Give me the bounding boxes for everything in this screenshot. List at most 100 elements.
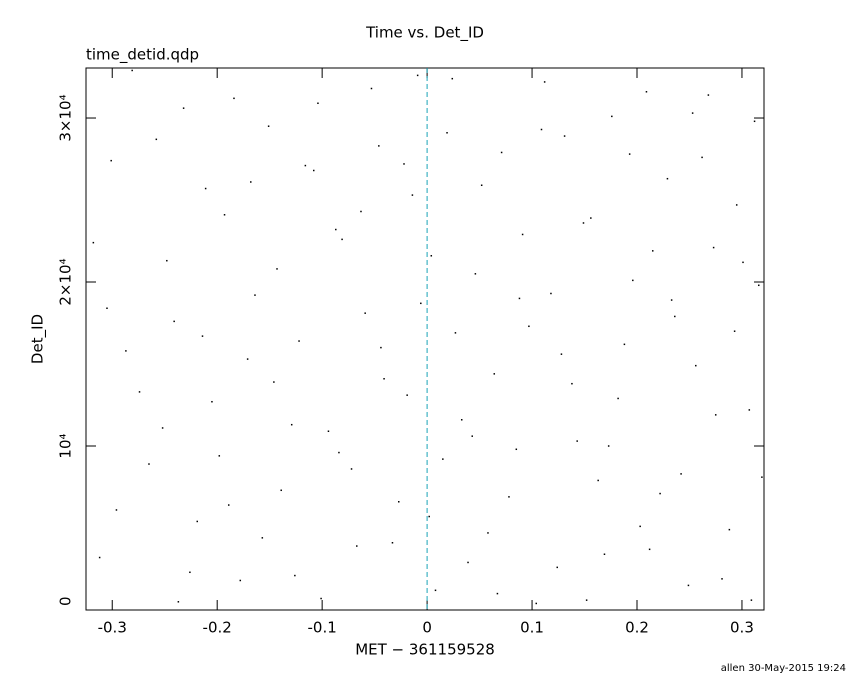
point	[350, 468, 353, 470]
point	[131, 69, 133, 72]
point	[430, 255, 433, 257]
point	[411, 194, 414, 196]
point	[733, 330, 736, 332]
point	[576, 440, 578, 442]
point	[267, 125, 270, 127]
point	[712, 246, 715, 249]
point	[563, 135, 566, 137]
point	[571, 382, 573, 385]
point	[406, 394, 408, 396]
x-tick-label: 0	[422, 619, 432, 637]
point	[728, 528, 731, 531]
point	[398, 501, 400, 503]
point	[603, 553, 606, 555]
x-tick-label: -0.2	[203, 619, 232, 637]
point	[246, 358, 249, 360]
point	[666, 177, 669, 180]
point	[500, 151, 503, 154]
y-tick-label: 0	[57, 596, 75, 606]
point	[233, 97, 235, 100]
point	[338, 451, 340, 454]
point	[317, 102, 319, 105]
point	[434, 589, 437, 592]
point	[290, 423, 293, 426]
point	[115, 509, 118, 511]
point	[304, 164, 307, 167]
point	[298, 340, 300, 342]
point	[611, 115, 613, 118]
point	[106, 307, 108, 310]
point	[687, 584, 690, 587]
point	[383, 378, 385, 380]
plot-frame	[85, 67, 765, 611]
point	[312, 169, 315, 172]
point	[742, 261, 744, 264]
point	[607, 445, 610, 447]
point	[651, 250, 654, 252]
point	[585, 599, 588, 601]
point	[487, 532, 489, 534]
point	[735, 204, 738, 206]
point	[380, 346, 382, 349]
point	[360, 210, 362, 213]
point	[98, 556, 101, 559]
point	[320, 597, 322, 600]
point	[416, 74, 419, 77]
point	[451, 77, 454, 80]
point	[177, 601, 180, 603]
point	[454, 332, 457, 334]
point	[623, 343, 626, 346]
point	[617, 397, 619, 400]
point	[761, 476, 763, 478]
y-tick-label: 2×10⁴	[57, 258, 75, 305]
point	[204, 187, 207, 190]
point	[155, 138, 158, 141]
point	[460, 419, 463, 421]
point	[261, 537, 264, 539]
point	[250, 181, 252, 183]
point	[721, 578, 723, 580]
point	[218, 455, 221, 457]
point	[758, 284, 760, 287]
point	[110, 159, 112, 162]
point	[680, 473, 682, 475]
point	[173, 320, 175, 323]
point	[276, 268, 278, 270]
point	[467, 561, 469, 564]
point	[753, 120, 756, 123]
point	[335, 228, 337, 231]
point	[125, 350, 127, 352]
point	[701, 156, 703, 159]
point	[356, 545, 358, 547]
point	[189, 571, 191, 574]
point	[714, 414, 717, 416]
x-tick-label: 0.1	[520, 619, 544, 637]
point	[496, 592, 499, 595]
point	[628, 153, 631, 155]
chart-title: Time vs. Det_ID	[365, 24, 484, 43]
point	[695, 364, 697, 367]
point	[471, 435, 473, 437]
x-tick-label: -0.1	[308, 619, 337, 637]
point	[370, 87, 373, 90]
point	[521, 233, 524, 236]
point	[748, 409, 751, 411]
x-axis-label: MET − 361159528	[355, 641, 495, 659]
point	[138, 391, 141, 393]
point	[364, 312, 366, 314]
point	[674, 315, 676, 318]
point	[148, 463, 150, 465]
x-tick-label: -0.3	[98, 619, 127, 637]
point	[659, 492, 661, 495]
point	[201, 335, 204, 337]
point	[196, 520, 199, 523]
point	[540, 128, 543, 131]
point	[280, 489, 282, 492]
point	[442, 458, 444, 460]
point	[327, 430, 330, 432]
chart-subtitle: time_detid.qdp	[86, 46, 199, 65]
point	[639, 525, 641, 528]
point	[239, 579, 242, 582]
point	[750, 599, 753, 601]
